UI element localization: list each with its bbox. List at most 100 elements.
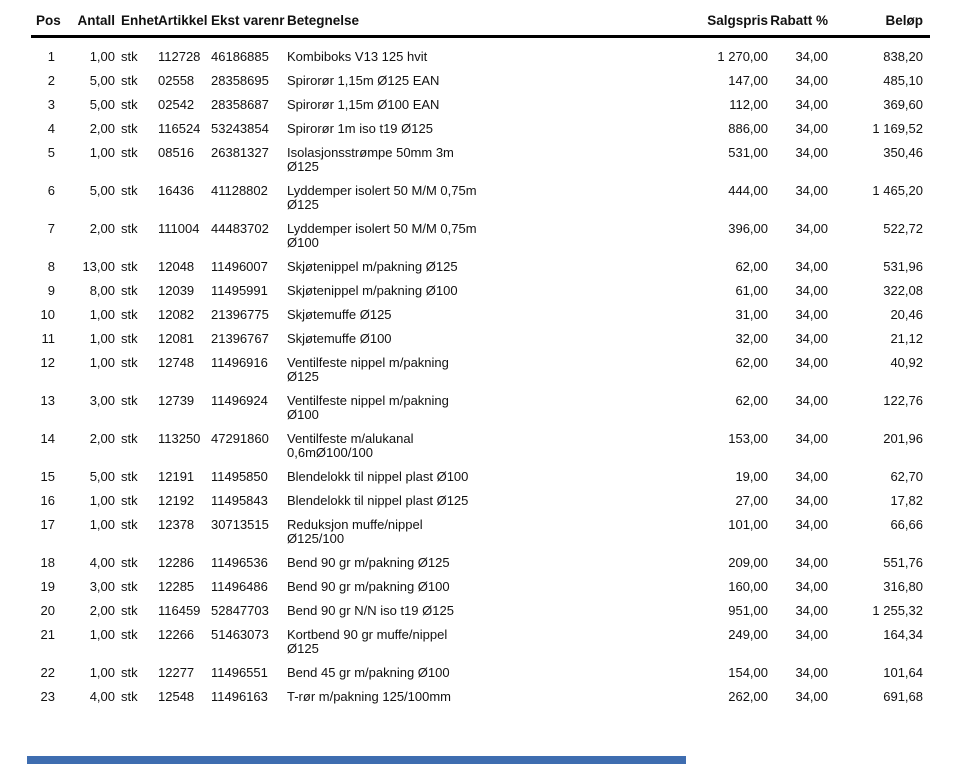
table-header-row: Pos Antall Enhet Artikkel Ekst varenr Be…: [31, 14, 930, 38]
cell-pos: 10: [40, 307, 55, 322]
cell-rabatt: 34,00: [795, 517, 828, 532]
cell-pos: 16: [40, 493, 55, 508]
cell-belop: 40,92: [890, 355, 923, 370]
cell-artikkel: 08516: [158, 145, 195, 160]
cell-rabatt: 34,00: [795, 689, 828, 704]
cell-pos: 4: [47, 121, 55, 136]
cell-belop: 1 255,32: [872, 603, 923, 618]
cell-salgspris: 160,00: [728, 579, 768, 594]
table-row: 12 1,00 stk 12748 11496916 Ventilfeste n…: [31, 351, 930, 389]
cell-salgspris: 62,00: [735, 259, 768, 274]
cell-rabatt: 34,00: [795, 307, 828, 322]
table-row: 7 2,00 stk 111004 44483702 Lyddemper iso…: [31, 217, 930, 255]
table-row: 18 4,00 stk 12286 11496536 Bend 90 gr m/…: [31, 551, 930, 575]
cell-artikkel: 12191: [158, 469, 195, 484]
table-row: 9 8,00 stk 12039 11495991 Skjøtenippel m…: [31, 279, 930, 303]
cell-betegnelse: T-rør m/pakning 125/100mm: [287, 689, 452, 704]
cell-rabatt: 34,00: [795, 603, 828, 618]
cell-antall: 3,00: [89, 393, 115, 408]
column-header-salgspris: Salgspris: [690, 14, 768, 38]
cell-antall: 1,00: [89, 665, 115, 680]
cell-ekst-varenr: 51463073: [211, 627, 269, 642]
cell-enhet: stk: [121, 627, 138, 642]
cell-rabatt: 34,00: [795, 259, 828, 274]
order-lines-document: Pos Antall Enhet Artikkel Ekst varenr Be…: [31, 14, 930, 709]
cell-rabatt: 34,00: [795, 331, 828, 346]
cell-belop: 350,46: [883, 145, 923, 160]
cell-antall: 4,00: [89, 555, 115, 570]
cell-salgspris: 62,00: [735, 393, 768, 408]
cell-betegnelse: Kombiboks V13 125 hvit: [287, 49, 428, 64]
cell-betegnelse: Ventilfeste nippel m/pakning Ø100: [287, 393, 449, 422]
cell-antall: 5,00: [89, 73, 115, 88]
cell-artikkel: 12266: [158, 627, 195, 642]
cell-antall: 2,00: [89, 603, 115, 618]
bottom-selection-bar: [27, 756, 686, 764]
cell-artikkel: 12739: [158, 393, 195, 408]
cell-pos: 17: [40, 517, 55, 532]
cell-antall: 1,00: [89, 517, 115, 532]
cell-rabatt: 34,00: [795, 49, 828, 64]
cell-rabatt: 34,00: [795, 183, 828, 198]
cell-salgspris: 27,00: [735, 493, 768, 508]
cell-salgspris: 262,00: [728, 689, 768, 704]
cell-enhet: stk: [121, 517, 138, 532]
cell-rabatt: 34,00: [795, 555, 828, 570]
cell-antall: 1,00: [89, 627, 115, 642]
cell-antall: 3,00: [89, 579, 115, 594]
column-header-rabatt: Rabatt %: [768, 14, 828, 38]
cell-artikkel: 12378: [158, 517, 195, 532]
table-row: 15 5,00 stk 12191 11495850 Blendelokk ti…: [31, 465, 930, 489]
cell-betegnelse: Ventilfeste nippel m/pakning Ø125: [287, 355, 449, 384]
cell-salgspris: 31,00: [735, 307, 768, 322]
cell-enhet: stk: [121, 689, 138, 704]
cell-rabatt: 34,00: [795, 283, 828, 298]
cell-ekst-varenr: 11495991: [211, 283, 268, 298]
cell-salgspris: 101,00: [728, 517, 768, 532]
column-header-artikkel: Artikkel: [158, 14, 211, 38]
cell-pos: 15: [40, 469, 55, 484]
table-row: 23 4,00 stk 12548 11496163 T-rør m/pakni…: [31, 685, 930, 709]
table-row: 13 3,00 stk 12739 11496924 Ventilfeste n…: [31, 389, 930, 427]
cell-salgspris: 19,00: [735, 469, 768, 484]
cell-artikkel: 12548: [158, 689, 195, 704]
cell-rabatt: 34,00: [795, 469, 828, 484]
cell-rabatt: 34,00: [795, 73, 828, 88]
cell-ekst-varenr: 30713515: [211, 517, 269, 532]
cell-enhet: stk: [121, 49, 138, 64]
cell-artikkel: 112728: [158, 49, 201, 64]
cell-belop: 101,64: [883, 665, 923, 680]
table-row: 20 2,00 stk 116459 52847703 Bend 90 gr N…: [31, 599, 930, 623]
cell-enhet: stk: [121, 665, 138, 680]
cell-enhet: stk: [121, 555, 138, 570]
cell-salgspris: 396,00: [728, 221, 768, 236]
table-row: 2 5,00 stk 02558 28358695 Spirorør 1,15m…: [31, 69, 930, 93]
cell-antall: 2,00: [89, 221, 115, 236]
table-row: 8 13,00 stk 12048 11496007 Skjøtenippel …: [31, 255, 930, 279]
table-row: 6 5,00 stk 16436 41128802 Lyddemper isol…: [31, 179, 930, 217]
cell-betegnelse: Lyddemper isolert 50 M/M 0,75m Ø125: [287, 183, 477, 212]
cell-antall: 5,00: [89, 469, 115, 484]
cell-salgspris: 209,00: [728, 555, 768, 570]
cell-salgspris: 154,00: [728, 665, 768, 680]
cell-ekst-varenr: 11496924: [211, 393, 268, 408]
cell-pos: 5: [47, 145, 55, 160]
cell-salgspris: 32,00: [735, 331, 768, 346]
cell-enhet: stk: [121, 393, 138, 408]
cell-pos: 7: [47, 221, 55, 236]
cell-betegnelse: Spirorør 1m iso t19 Ø125: [287, 121, 433, 136]
cell-ekst-varenr: 11495843: [211, 493, 268, 508]
column-header-antall: Antall: [55, 14, 115, 38]
column-header-ekst-varenr: Ekst varenr: [211, 14, 287, 38]
cell-belop: 322,08: [883, 283, 923, 298]
cell-rabatt: 34,00: [795, 355, 828, 370]
cell-artikkel: 116524: [158, 121, 201, 136]
cell-enhet: stk: [121, 355, 138, 370]
cell-pos: 14: [40, 431, 55, 446]
cell-enhet: stk: [121, 221, 138, 236]
cell-artikkel: 12048: [158, 259, 195, 274]
cell-belop: 164,34: [883, 627, 923, 642]
cell-ekst-varenr: 11496163: [211, 689, 268, 704]
cell-pos: 22: [40, 665, 55, 680]
cell-ekst-varenr: 11495850: [211, 469, 268, 484]
